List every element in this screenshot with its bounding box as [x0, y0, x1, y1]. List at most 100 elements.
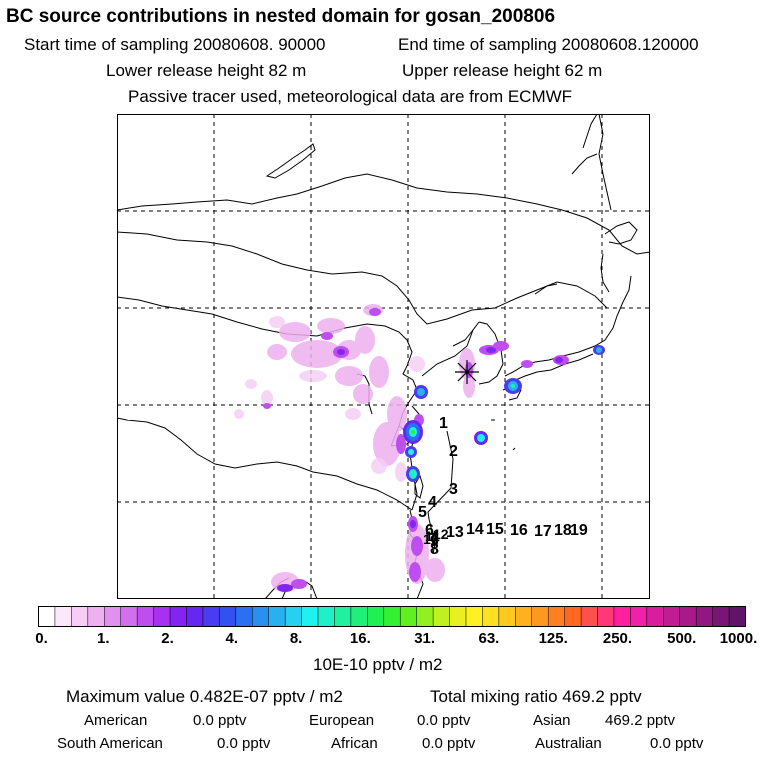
colorbar-cell	[38, 606, 56, 627]
colorbar-cell	[87, 606, 105, 627]
colorbar-cell	[383, 606, 401, 627]
start-time: Start time of sampling 20080608. 90000	[24, 35, 326, 54]
colorbar-tick-label: 31.	[414, 630, 436, 647]
plot-title: BC source contributions in nested domain…	[6, 6, 556, 27]
trajectory-label: 11	[425, 528, 440, 544]
colorbar-cell	[284, 606, 303, 627]
colorbar-cell	[465, 606, 483, 627]
trajectory-label: 10	[423, 531, 439, 547]
maximum-value: Maximum value 0.482E-07 pptv / m2	[66, 687, 343, 706]
upper-release-height: Upper release height 62 m	[402, 61, 603, 80]
colorbar-cell	[449, 606, 467, 627]
colorbar-cell	[663, 606, 681, 627]
colorbar-tick-label: 63.	[478, 630, 500, 647]
trajectory-label: 3	[449, 481, 458, 498]
colorbar-cell	[613, 606, 631, 627]
trajectory-label: 12	[433, 526, 449, 542]
colorbar-cell	[202, 606, 220, 627]
trajectory-label: 18	[554, 522, 572, 539]
colorbar-cell	[268, 606, 286, 627]
colorbar-cell	[399, 606, 418, 627]
trajectory-label: 17	[534, 523, 552, 540]
colorbar-cell	[679, 606, 697, 627]
colorbar-cell	[367, 606, 385, 627]
trajectory-label: 16	[510, 522, 528, 539]
colorbar-cell	[251, 606, 270, 627]
colorbar-cell	[630, 606, 648, 627]
colorbar-cell	[580, 606, 598, 627]
coastlines	[117, 114, 650, 599]
colorbar-cell	[728, 606, 746, 627]
end-time: End time of sampling 20080608.120000	[398, 35, 699, 54]
region-name-australian: Australian	[535, 735, 602, 752]
colorbar-cell	[317, 606, 335, 627]
trajectory-label: 1	[439, 415, 448, 432]
colorbar-cell	[186, 606, 204, 627]
colorbar-cell	[120, 606, 138, 627]
colorbar-cell	[301, 606, 319, 627]
colorbar-cell	[235, 606, 253, 627]
region-value-african: 0.0 pptv	[422, 735, 476, 752]
colorbar-cell	[169, 606, 187, 627]
colorbar-tick-label: 16.	[349, 630, 371, 647]
colorbar-tick-label: 2.	[161, 630, 174, 647]
colorbar-cell	[531, 606, 549, 627]
trajectory-label: 8	[430, 541, 439, 558]
colorbar-cell	[498, 606, 516, 627]
region-name-american: American	[84, 712, 148, 729]
colorbar-cell	[104, 606, 122, 627]
region-name-european: European	[309, 712, 375, 729]
colorbar-tick-label: 250.	[602, 630, 633, 647]
colorbar-cell	[646, 606, 664, 627]
colorbar-tick-label: 500.	[667, 630, 697, 647]
region-name-south-american: South American	[57, 735, 163, 752]
colorbar-tick-label: 0.	[35, 630, 48, 647]
colorbar-cell	[712, 606, 730, 627]
trajectory-label: 2	[449, 443, 458, 460]
trajectory-label: 19	[570, 522, 588, 539]
colorbar-cell	[597, 606, 615, 627]
trajectory-path	[427, 430, 454, 555]
colorbar-tick-label: 1000.	[719, 630, 758, 647]
colorbar-cell	[482, 606, 500, 627]
contribution-plume	[234, 304, 605, 592]
source-contribution-map: 1 2 3 4 5 6 7 8 9 10 11 12 13 14 15 16 1…	[117, 114, 650, 599]
colorbar-cell	[432, 606, 450, 627]
colorbar-cell	[153, 606, 171, 627]
colorbar-cell	[515, 606, 533, 627]
region-value-south-american: 0.0 pptv	[217, 735, 271, 752]
region-value-american: 0.0 pptv	[193, 712, 247, 729]
trajectory-label: 15	[486, 521, 504, 538]
colorbar-cell	[219, 606, 237, 627]
receptor-star-icon	[455, 360, 479, 384]
trajectory-label: 9	[430, 533, 439, 550]
colorbar-cell	[564, 606, 582, 627]
tracer-note: Passive tracer used, meteorological data…	[128, 87, 573, 106]
total-mixing-ratio: Total mixing ratio 469.2 pptv	[430, 687, 642, 706]
region-name-asian: Asian	[533, 712, 571, 729]
colorbar-tick-label: 4.	[225, 630, 239, 647]
trajectory-label: 7	[430, 531, 439, 548]
colorbar-tick-label: 125.	[538, 630, 568, 647]
colorbar-tick-label: 8.	[289, 630, 303, 647]
region-value-asian: 469.2 pptv	[605, 712, 676, 729]
colorbar-cell	[547, 606, 566, 627]
color-scale-bar	[38, 606, 746, 627]
colorbar-cell	[54, 606, 72, 627]
lower-release-height: Lower release height 82 m	[106, 61, 307, 80]
region-name-african: African	[331, 735, 378, 752]
colorbar-tick-label: 1.	[97, 630, 110, 647]
region-value-australian: 0.0 pptv	[650, 735, 704, 752]
colorbar-cell	[695, 606, 714, 627]
trajectory-label: 6	[425, 522, 434, 539]
colorbar-cell	[350, 606, 368, 627]
trajectory-label: 4	[428, 494, 437, 511]
trajectory-label: 13	[446, 524, 464, 541]
colorbar-units: 10E-10 pptv / m2	[313, 655, 443, 674]
region-value-european: 0.0 pptv	[417, 712, 471, 729]
trajectory-label: 5	[418, 504, 427, 521]
trajectory-label: 14	[466, 521, 484, 538]
colorbar-cell	[71, 606, 89, 627]
colorbar-cell	[334, 606, 352, 627]
colorbar-cell	[136, 606, 155, 627]
